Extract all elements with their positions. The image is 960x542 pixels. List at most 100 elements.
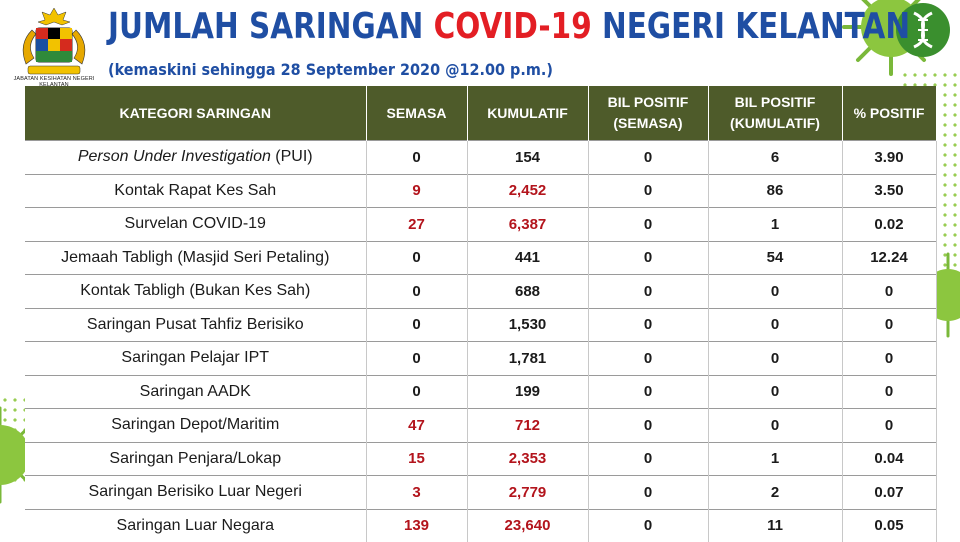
- bil-positif-kumulatif-cell: 11: [708, 509, 842, 542]
- kategori-text: Jemaah Tabligh (Masjid Seri Petaling): [61, 249, 329, 266]
- semasa-cell: 0: [366, 342, 467, 376]
- kumulatif-cell: 154: [467, 141, 588, 175]
- bil-positif-kumulatif-cell: 6: [708, 141, 842, 175]
- bil-positif-semasa-cell: 0: [588, 342, 708, 376]
- kategori-cell: Saringan AADK: [25, 375, 366, 409]
- bil-positif-kumulatif-cell: 0: [708, 409, 842, 443]
- kategori-text: Saringan Penjara/Lokap: [109, 450, 281, 467]
- peratus-positif-cell: 12.24: [842, 241, 936, 275]
- kumulatif-cell: 441: [467, 241, 588, 275]
- kategori-text: Saringan Depot/Maritim: [111, 416, 279, 433]
- kategori-text: Saringan Pusat Tahfiz Berisiko: [87, 316, 304, 333]
- kategori-text: Kontak Tabligh (Bukan Kes Sah): [80, 282, 310, 299]
- kategori-italic-text: Person Under Investigation: [78, 148, 271, 165]
- header-semasa: SEMASA: [366, 86, 467, 141]
- kategori-text: Survelan COVID-19: [125, 215, 266, 232]
- semasa-cell: 0: [366, 308, 467, 342]
- peratus-positif-cell: 0.05: [842, 509, 936, 542]
- semasa-cell: 47: [366, 409, 467, 443]
- peratus-positif-cell: 0.02: [842, 208, 936, 242]
- bil-positif-kumulatif-cell: 0: [708, 375, 842, 409]
- header-kategori: KATEGORI SARINGAN: [25, 86, 366, 141]
- bil-positif-semasa-cell: 0: [588, 476, 708, 510]
- kategori-cell: Person Under Investigation (PUI): [25, 141, 366, 175]
- bil-positif-semasa-cell: 0: [588, 208, 708, 242]
- kategori-cell: Saringan Penjara/Lokap: [25, 442, 366, 476]
- kumulatif-cell: 1,530: [467, 308, 588, 342]
- title-part3: NEGERI KELANTAN: [592, 6, 910, 47]
- semasa-cell: 0: [366, 275, 467, 309]
- kumulatif-cell: 6,387: [467, 208, 588, 242]
- kategori-cell: Kontak Rapat Kes Sah: [25, 174, 366, 208]
- semasa-cell: 0: [366, 241, 467, 275]
- bil-positif-kumulatif-cell: 2: [708, 476, 842, 510]
- bil-positif-semasa-cell: 0: [588, 308, 708, 342]
- kategori-text: Saringan Berisiko Luar Negeri: [89, 483, 302, 500]
- bil-positif-semasa-cell: 0: [588, 174, 708, 208]
- kategori-cell: Jemaah Tabligh (Masjid Seri Petaling): [25, 241, 366, 275]
- bil-positif-semasa-cell: 0: [588, 141, 708, 175]
- table-header-row: KATEGORI SARINGAN SEMASA KUMULATIF BIL P…: [25, 86, 936, 141]
- peratus-positif-cell: 0: [842, 275, 936, 309]
- semasa-cell: 139: [366, 509, 467, 542]
- peratus-positif-cell: 3.90: [842, 141, 936, 175]
- kumulatif-cell: 712: [467, 409, 588, 443]
- semasa-cell: 9: [366, 174, 467, 208]
- bil-positif-kumulatif-cell: 0: [708, 342, 842, 376]
- bil-positif-kumulatif-cell: 1: [708, 442, 842, 476]
- header-kumulatif: KUMULATIF: [467, 86, 588, 141]
- semasa-cell: 15: [366, 442, 467, 476]
- page-title: JUMLAH SARINGAN COVID-19 NEGERI KELANTAN: [108, 2, 910, 52]
- peratus-positif-cell: 0.04: [842, 442, 936, 476]
- kumulatif-cell: 2,353: [467, 442, 588, 476]
- kategori-cell: Saringan Berisiko Luar Negeri: [25, 476, 366, 510]
- update-timestamp: (kemaskini sehingga 28 September 2020 @1…: [108, 60, 553, 79]
- peratus-positif-cell: 0: [842, 409, 936, 443]
- peratus-positif-cell: 0: [842, 375, 936, 409]
- kategori-text: Saringan Luar Negara: [117, 517, 274, 534]
- bil-positif-kumulatif-cell: 86: [708, 174, 842, 208]
- bil-positif-semasa-cell: 0: [588, 409, 708, 443]
- peratus-positif-cell: 0: [842, 342, 936, 376]
- kategori-cell: Saringan Luar Negara: [25, 509, 366, 542]
- kumulatif-cell: 2,779: [467, 476, 588, 510]
- kategori-cell: Saringan Depot/Maritim: [25, 409, 366, 443]
- kumulatif-cell: 688: [467, 275, 588, 309]
- kumulatif-cell: 23,640: [467, 509, 588, 542]
- kumulatif-cell: 2,452: [467, 174, 588, 208]
- kategori-text: (PUI): [271, 148, 313, 165]
- bil-positif-kumulatif-cell: 0: [708, 308, 842, 342]
- title-covid: COVID-19: [434, 6, 592, 47]
- bil-positif-semasa-cell: 0: [588, 275, 708, 309]
- peratus-positif-cell: 3.50: [842, 174, 936, 208]
- semasa-cell: 27: [366, 208, 467, 242]
- kategori-cell: Kontak Tabligh (Bukan Kes Sah): [25, 275, 366, 309]
- kategori-cell: Saringan Pelajar IPT: [25, 342, 366, 376]
- peratus-positif-cell: 0.07: [842, 476, 936, 510]
- kategori-text: Saringan Pelajar IPT: [121, 349, 269, 366]
- bil-positif-kumulatif-cell: 1: [708, 208, 842, 242]
- kumulatif-cell: 199: [467, 375, 588, 409]
- kategori-text: Kontak Rapat Kes Sah: [114, 182, 276, 199]
- header-peratus-positif: % POSITIF: [842, 86, 936, 141]
- bil-positif-semasa-cell: 0: [588, 442, 708, 476]
- kumulatif-cell: 1,781: [467, 342, 588, 376]
- semasa-cell: 0: [366, 141, 467, 175]
- bil-positif-semasa-cell: 0: [588, 509, 708, 542]
- bil-positif-semasa-cell: 0: [588, 375, 708, 409]
- bil-positif-kumulatif-cell: 0: [708, 275, 842, 309]
- header-bil-positif-semasa: BIL POSITIF (SEMASA): [588, 86, 708, 141]
- header-bil-positif-kumulatif: BIL POSITIF (KUMULATIF): [708, 86, 842, 141]
- kategori-cell: Survelan COVID-19: [25, 208, 366, 242]
